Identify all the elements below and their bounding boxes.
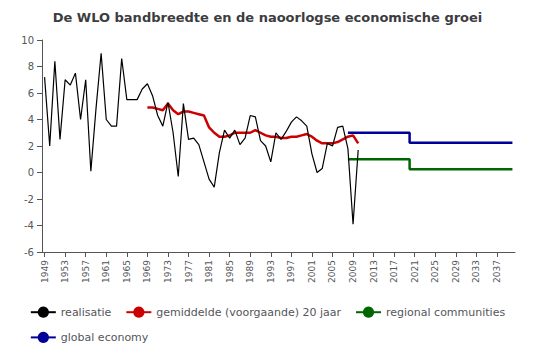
- svg-text:1949: 1949: [40, 260, 50, 283]
- svg-text:2029: 2029: [451, 260, 461, 283]
- svg-text:1997: 1997: [286, 260, 296, 283]
- svg-text:4: 4: [28, 114, 34, 125]
- svg-text:global economy: global economy: [61, 331, 149, 344]
- svg-text:gemiddelde (voorgaande) 20 jaa: gemiddelde (voorgaande) 20 jaar: [156, 306, 341, 319]
- svg-text:1953: 1953: [60, 260, 70, 283]
- svg-text:2017: 2017: [389, 260, 399, 283]
- svg-text:10: 10: [21, 35, 34, 46]
- svg-text:De WLO bandbreedte en de naoor: De WLO bandbreedte en de naoorlogse econ…: [53, 10, 483, 25]
- svg-text:2033: 2033: [471, 260, 481, 283]
- svg-text:8: 8: [28, 61, 34, 72]
- svg-text:2001: 2001: [307, 260, 317, 283]
- svg-text:2021: 2021: [410, 260, 420, 283]
- svg-text:1993: 1993: [266, 260, 276, 283]
- svg-text:1985: 1985: [225, 260, 235, 283]
- svg-text:-2: -2: [24, 194, 34, 205]
- svg-text:6: 6: [28, 88, 34, 99]
- svg-text:1977: 1977: [184, 260, 194, 283]
- svg-text:1989: 1989: [245, 260, 255, 283]
- svg-text:2009: 2009: [348, 260, 358, 283]
- svg-text:2013: 2013: [369, 260, 379, 283]
- svg-text:1973: 1973: [163, 260, 173, 283]
- svg-text:1961: 1961: [101, 260, 111, 283]
- svg-text:-4: -4: [24, 220, 34, 231]
- svg-text:2037: 2037: [492, 260, 502, 283]
- svg-text:2: 2: [28, 141, 34, 152]
- svg-text:2005: 2005: [327, 260, 337, 283]
- svg-text:1965: 1965: [122, 260, 132, 283]
- svg-text:realisatie: realisatie: [61, 306, 112, 319]
- svg-text:1957: 1957: [81, 260, 91, 283]
- svg-text:2025: 2025: [430, 260, 440, 283]
- svg-text:regional communities: regional communities: [386, 306, 505, 319]
- svg-text:-6: -6: [24, 247, 34, 258]
- svg-text:0: 0: [28, 167, 34, 178]
- svg-text:1969: 1969: [142, 260, 152, 283]
- svg-text:1981: 1981: [204, 260, 214, 283]
